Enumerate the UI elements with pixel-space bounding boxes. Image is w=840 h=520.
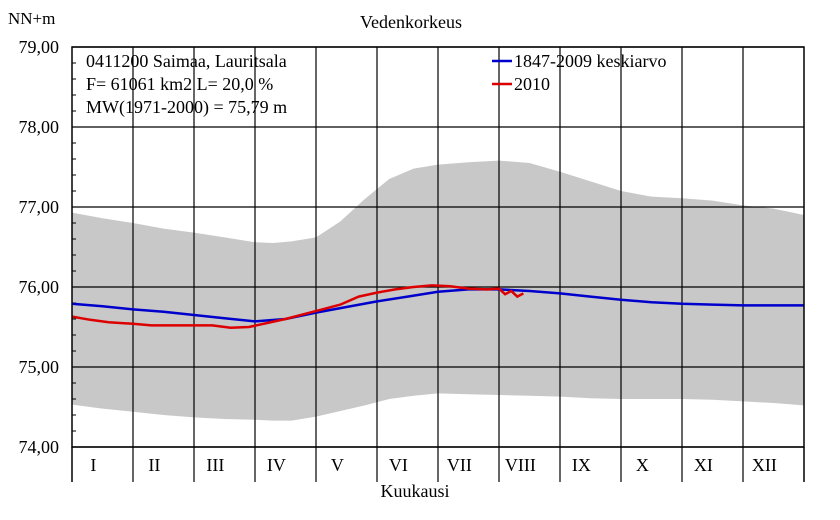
plot-border: [71, 46, 805, 448]
x-tick-label: XII: [752, 455, 777, 475]
x-tick-label: VIII: [505, 455, 536, 475]
info-line-area: F= 61061 km2 L= 20,0 %: [86, 74, 273, 94]
x-tick-label: V: [331, 455, 344, 475]
legend: 1847-2009 keskiarvo 2010: [492, 51, 666, 94]
vertical-gridlines: [71, 47, 805, 482]
info-box: 0411200 Saimaa, Lauritsala F= 61061 km2 …: [86, 51, 287, 118]
x-axis-label: Kuukausi: [381, 481, 450, 501]
chart-title: Vedenkorkeus: [360, 12, 462, 32]
y-tick-label: 78,00: [19, 117, 60, 137]
y-tick-label: 75,00: [19, 357, 60, 377]
plot-area: [71, 46, 805, 482]
x-tick-label: X: [636, 455, 649, 475]
series-line-mean: [71, 288, 804, 323]
x-tick-label: VII: [447, 455, 472, 475]
series-line-2010: [71, 284, 524, 330]
x-tick-labels: I II III IV V VI VII VIII IX X XI XII: [90, 455, 777, 475]
y-tick-label: 79,00: [19, 37, 60, 57]
x-tick-label: I: [90, 455, 96, 475]
x-tick-label: VI: [389, 455, 408, 475]
legend-label-2010: 2010: [514, 74, 550, 94]
y-tick-label: 76,00: [19, 277, 60, 297]
x-tick-label: IX: [572, 455, 591, 475]
info-line-station: 0411200 Saimaa, Lauritsala: [86, 51, 287, 71]
y-tick-label: 74,00: [19, 437, 60, 457]
y-tick-labels: 74,00 75,00 76,00 77,00 78,00 79,00: [19, 37, 60, 457]
y-axis-label: NN+m: [8, 9, 55, 28]
legend-label-mean: 1847-2009 keskiarvo: [514, 51, 666, 71]
x-tick-label: III: [206, 455, 224, 475]
y-tick-label: 77,00: [19, 197, 60, 217]
info-line-mw: MW(1971-2000) = 75,79 m: [86, 97, 287, 118]
x-tick-label: IV: [267, 455, 286, 475]
x-tick-label: XI: [694, 455, 713, 475]
x-tick-label: II: [148, 455, 160, 475]
